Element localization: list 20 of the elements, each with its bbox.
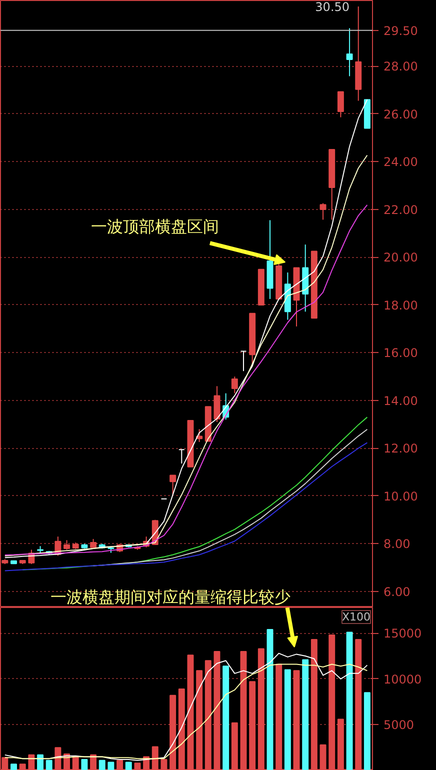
y-tick-label: 10.00 <box>384 489 418 504</box>
y-tick-label: 5000 <box>384 718 414 732</box>
y-tick-label: 14.00 <box>384 394 418 408</box>
y-tick-label: 8.00 <box>384 537 410 552</box>
y-tick-label: 22.00 <box>384 202 418 217</box>
y-tick-label: 12.00 <box>384 442 418 456</box>
y-tick-label: 18.00 <box>384 298 418 312</box>
ref-line-label: 29.50 <box>384 24 418 38</box>
annotation: 一波顶部横盘区间 <box>90 216 219 236</box>
y-tick-label: 26.00 <box>384 107 418 122</box>
y-tick-label: 16.00 <box>384 346 418 360</box>
y-tick-label: 20.00 <box>384 250 418 265</box>
y-tick-label: 24.00 <box>384 155 418 170</box>
annotation: 30.50 <box>315 0 350 14</box>
y-tick-label: 6.00 <box>384 585 410 599</box>
y-tick-label: 15000 <box>384 626 422 641</box>
annotation: X100 <box>342 610 370 624</box>
annotation: 一波横盘期间对应的量缩得比较少 <box>50 587 291 606</box>
y-tick-label: 10000 <box>384 672 422 686</box>
y-tick-label: 28.00 <box>384 60 418 74</box>
